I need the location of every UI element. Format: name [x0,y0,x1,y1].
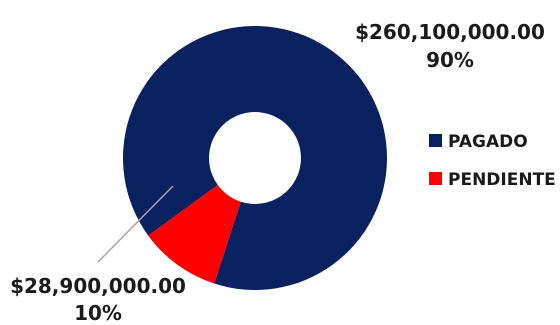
legend-swatch-pagado [429,134,442,147]
slice-pendiente [148,185,241,284]
leader-line-pendiente [97,185,174,263]
data-label-pagado-percent: 90% [426,48,474,72]
slice-pagado [123,26,388,291]
legend: PAGADO PENDIENTE [429,132,556,190]
legend-swatch-pendiente [429,172,442,185]
legend-label-pagado: PAGADO [448,132,528,152]
donut-slices [123,26,388,291]
data-label-pendiente-value: $28,900,000.00 [10,274,186,298]
legend-label-pendiente: PENDIENTE [448,170,556,190]
data-label-pagado-value: $260,100,000.00 [355,20,545,44]
data-label-pendiente-percent: 10% [74,301,122,325]
